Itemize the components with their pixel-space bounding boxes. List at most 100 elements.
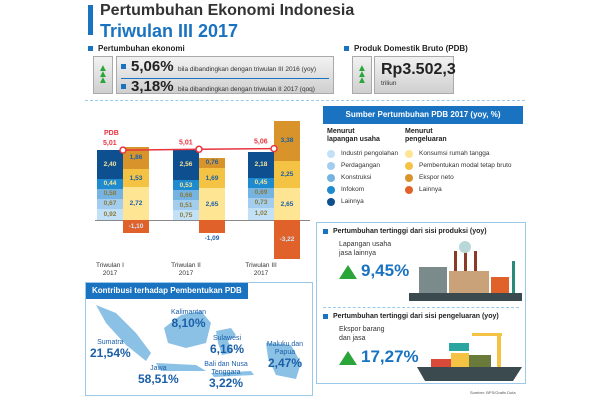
bar-prod-perdagangan <box>173 200 199 210</box>
production-value: 9,45% <box>361 261 410 280</box>
legend-swatch <box>327 186 335 194</box>
legend-item-perdagangan: Perdagangan <box>327 160 405 172</box>
bar-exp-ekspor-neto <box>274 120 300 162</box>
legend-label: Pembentukan modal tetap bruto <box>419 162 512 169</box>
title-accent <box>88 5 93 35</box>
bar-value-label: -3,22 <box>279 235 295 243</box>
bar-exp-konsumsi-rumah-tangga <box>274 188 300 220</box>
legend-swatch <box>405 162 413 170</box>
pdb-unit: triliun <box>381 80 397 87</box>
legend-production: Menurut lapangan usaha Industri pengolaha… <box>323 128 405 208</box>
source-note: Sumber: BPS/Grafis Duta <box>470 390 516 395</box>
bar-prod-infokom <box>173 180 199 190</box>
bar-exp-pembentukan-modal-tetap-bruto <box>199 167 225 189</box>
bar-prod-konstruksi <box>97 188 123 199</box>
bar-value-label: -1,10 <box>128 223 144 231</box>
category-label: Triwulan III 2017 <box>245 262 277 277</box>
legend-swatch <box>327 150 335 158</box>
bar-exp-pembentukan-modal-tetap-bruto <box>274 161 300 189</box>
bar-prod-perdagangan <box>97 198 123 209</box>
pdb-point <box>195 145 203 154</box>
bar-exp-konsumsi-rumah-tangga <box>199 188 225 220</box>
bar-value-label: 0,92 <box>103 210 117 218</box>
pdb-source-chart: 5,01 5,01 5,06 PDB 0,92 0,67 0,58 0,44 2,40 2,7… <box>90 100 315 280</box>
category-label: Triwulan I 2017 <box>96 262 124 277</box>
bar-value-label: 0,76 <box>205 159 219 167</box>
map-region-bali-nusa-tenggara: Bali dan Nusa Tenggara 3,22% <box>204 361 248 390</box>
legend-panel: Sumber Pertumbuhan PDB 2017 (yoy, %) Men… <box>323 106 523 208</box>
bar-value-label: 2,56 <box>179 161 193 169</box>
up-arrows-icon: ▲ ▲ ▲ <box>93 56 113 94</box>
bar-prod-industri-pengolahan <box>248 207 274 220</box>
pdb-point-label: 5,01 <box>179 139 193 146</box>
legend-label: Ekspor neto <box>419 174 454 181</box>
bar-value-label: 2,72 <box>129 200 143 208</box>
legend-item-konstruksi: Konstruksi <box>327 172 405 184</box>
growth-box: 5,06% bila dibandingkan dengan triwulan … <box>116 56 334 95</box>
up-triangle-icon <box>339 265 357 279</box>
bar-value-label: 1,69 <box>205 174 219 182</box>
bar-exp-konsumsi-rumah-tangga <box>123 187 149 220</box>
bar-prod-konstruksi <box>173 190 199 200</box>
bar-value-label: 0,75 <box>179 211 193 219</box>
bar-exp-lainnya <box>274 220 300 259</box>
growth-qoq: 3,18% bila dibandingkan dengan triwulan … <box>121 79 329 98</box>
bar-prod-industri-pengolahan <box>173 210 199 220</box>
legend-swatch <box>405 186 413 194</box>
legend-item-infokom: Infokom <box>327 184 405 196</box>
factory-icon <box>409 241 522 301</box>
bar-prod-lainnya <box>97 150 123 179</box>
map-region-sumatra: Sumatra 21,54% <box>90 339 131 360</box>
pdb-box: Rp3.502,3 triliun <box>374 56 456 94</box>
production-title: Pertumbuhan tertinggi dari sisi produksi… <box>323 227 487 236</box>
bar-prod-lainnya <box>173 149 199 180</box>
legend-label: Lainnya <box>419 186 442 193</box>
bar-value-label: 0,73 <box>254 199 268 207</box>
cargo-ship-icon <box>417 333 522 381</box>
legend-item-lainnya: Lainnya <box>327 196 405 208</box>
page-title: Pertumbuhan Ekonomi Indonesia <box>100 2 355 19</box>
legend-label: Konstruksi <box>341 174 372 181</box>
bar-value-label: 0,69 <box>254 189 268 197</box>
legend-expenditure: Menurut pengeluaran Konsumsi rumah tangga… <box>405 128 523 208</box>
production-desc: Lapangan usaha jasa lainnya <box>339 241 392 257</box>
bar-value-label: 0,51 <box>179 201 193 209</box>
legend-item-pembentukan-modal-tetap-bruto: Pembentukan modal tetap bruto <box>405 160 523 172</box>
pdb-point <box>270 144 278 153</box>
legend-item-konsumsi-rumah-tangga: Konsumsi rumah tangga <box>405 148 523 160</box>
bar-value-label: 1,02 <box>254 210 268 218</box>
map-region-jawa: Jawa 58,51% <box>138 365 179 386</box>
map-region-maluku-papua: Maluku dan Papua 2,47% <box>266 341 304 370</box>
bar-prod-infokom <box>97 178 123 189</box>
pdb-point <box>119 146 127 154</box>
bar-exp-lainnya <box>199 220 225 234</box>
pdb-label: Produk Domestik Bruto (PDB) <box>344 44 468 54</box>
legend-label: Lainnya <box>341 198 364 205</box>
legend-expenditure-heading: Menurut pengeluaran <box>405 128 447 143</box>
map-region-kalimantan: Kalimantan 8,10% <box>171 309 207 330</box>
highlight-panel: Pertumbuhan tertinggi dari sisi produksi… <box>316 222 526 384</box>
bar-value-label: 0,45 <box>254 179 268 187</box>
legend-item-industri-pengolahan: Industri pengolahan <box>327 148 405 160</box>
map-panel: Kontribusi terhadap Pembentukan PDB Suma… <box>85 282 313 396</box>
expenditure-value: 17,27% <box>361 347 419 366</box>
bar-prod-industri-pengolahan <box>97 208 123 220</box>
bar-exp-pembentukan-modal-tetap-bruto <box>123 169 149 188</box>
bar-value-label: 2,65 <box>205 200 219 208</box>
bar-value-label: 0,66 <box>179 191 193 199</box>
bar-exp-lainnya <box>123 220 149 234</box>
map-title: Kontribusi terhadap Pembentukan PDB <box>86 283 248 299</box>
bar-value-label: 0,58 <box>103 190 117 198</box>
legend-production-heading: Menurut lapangan usaha <box>327 128 380 143</box>
legend-swatch <box>405 174 413 182</box>
growth-yoy: 5,06% bila dibandingkan dengan triwulan … <box>121 59 329 79</box>
bar-value-label: 2,40 <box>103 161 117 169</box>
map-region-sulawesi: Sulawesi 6,16% <box>210 335 245 356</box>
bar-prod-perdagangan <box>248 197 274 208</box>
up-arrows-icon: ▲ ▲ ▲ <box>352 56 372 94</box>
pdb-line-label: PDB <box>104 130 119 137</box>
bar-value-label: -1,09 <box>204 235 220 243</box>
bar-exp-ekspor-neto <box>199 157 225 168</box>
up-triangle-icon <box>339 351 357 365</box>
legend-swatch <box>327 174 335 182</box>
